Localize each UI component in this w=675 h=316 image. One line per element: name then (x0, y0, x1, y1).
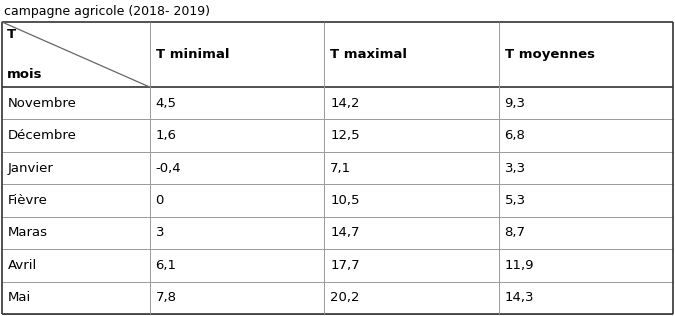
Text: mois: mois (7, 68, 43, 81)
Text: -0,4: -0,4 (156, 161, 182, 174)
Text: 14,2: 14,2 (330, 97, 360, 110)
Text: 9,3: 9,3 (504, 97, 526, 110)
Text: 7,1: 7,1 (330, 161, 351, 174)
Text: Maras: Maras (8, 227, 48, 240)
Text: 6,8: 6,8 (504, 129, 525, 142)
Text: 1,6: 1,6 (156, 129, 177, 142)
Text: Fièvre: Fièvre (8, 194, 48, 207)
Text: 14,3: 14,3 (504, 291, 534, 304)
Text: T maximal: T maximal (330, 48, 407, 61)
Text: 12,5: 12,5 (330, 129, 360, 142)
Text: T: T (7, 28, 16, 41)
Text: campagne agricole (2018- 2019): campagne agricole (2018- 2019) (4, 4, 210, 17)
Text: 0: 0 (156, 194, 164, 207)
Text: 8,7: 8,7 (504, 227, 526, 240)
Text: 6,1: 6,1 (156, 259, 177, 272)
Text: 4,5: 4,5 (156, 97, 177, 110)
Text: Mai: Mai (8, 291, 31, 304)
Text: 14,7: 14,7 (330, 227, 360, 240)
Text: Novembre: Novembre (8, 97, 77, 110)
Text: 7,8: 7,8 (156, 291, 177, 304)
Text: 3: 3 (156, 227, 164, 240)
Text: 17,7: 17,7 (330, 259, 360, 272)
Text: 11,9: 11,9 (504, 259, 534, 272)
Text: T moyennes: T moyennes (504, 48, 595, 61)
Text: Décembre: Décembre (8, 129, 77, 142)
Text: 20,2: 20,2 (330, 291, 360, 304)
Text: 3,3: 3,3 (504, 161, 526, 174)
Text: T minimal: T minimal (156, 48, 229, 61)
Text: Avril: Avril (8, 259, 37, 272)
Text: 5,3: 5,3 (504, 194, 526, 207)
Text: Janvier: Janvier (8, 161, 54, 174)
Text: 10,5: 10,5 (330, 194, 360, 207)
